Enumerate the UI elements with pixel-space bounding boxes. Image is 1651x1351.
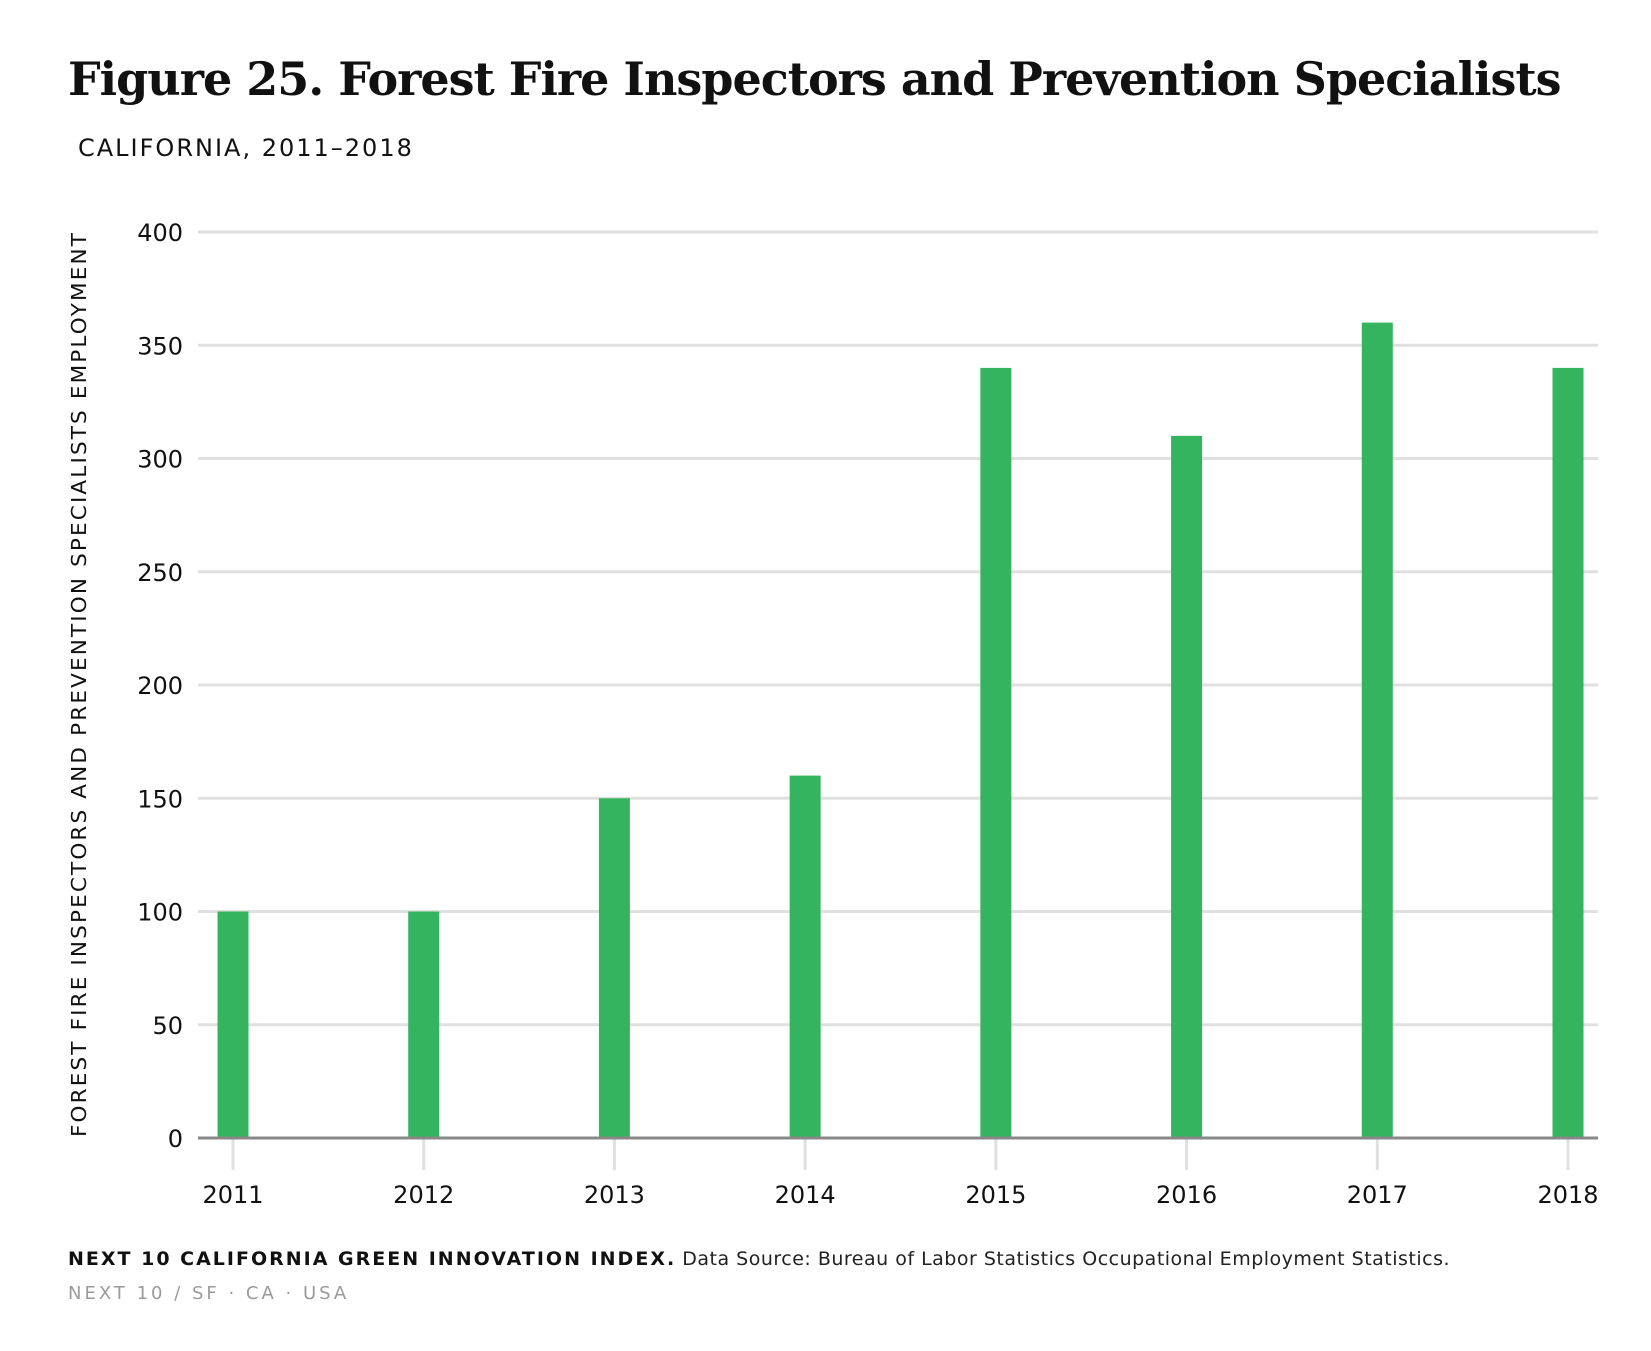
y-tick-label: 0 xyxy=(168,1125,183,1153)
x-tick-label: 2014 xyxy=(775,1181,836,1209)
y-tick-label: 150 xyxy=(137,785,183,813)
x-tick-label: 2017 xyxy=(1347,1181,1408,1209)
y-axis-label: FOREST FIRE INSPECTORS AND PREVENTION SP… xyxy=(67,231,91,1137)
y-tick-label: 200 xyxy=(137,672,183,700)
bar-2018 xyxy=(1552,367,1584,1138)
y-axis-ticks: 0 50 100 150 200 250 300 350 400 xyxy=(137,219,183,1153)
source-note: NEXT 10 CALIFORNIA GREEN INNOVATION INDE… xyxy=(68,1248,1450,1270)
bar-2016 xyxy=(1171,435,1203,1139)
source-text: Data Source: Bureau of Labor Statistics … xyxy=(682,1248,1451,1270)
y-tick-label: 50 xyxy=(152,1012,183,1040)
y-tick-label: 250 xyxy=(137,559,183,587)
x-tick-label: 2018 xyxy=(1537,1181,1598,1209)
y-tick-label: 300 xyxy=(137,446,183,474)
bar-2017 xyxy=(1361,322,1393,1139)
y-tick-label: 400 xyxy=(137,219,183,247)
chart-title: Figure 25. Forest Fire Inspectors and Pr… xyxy=(68,52,1562,106)
bars xyxy=(217,322,1584,1139)
bar-2015 xyxy=(980,367,1012,1138)
x-tick-label: 2011 xyxy=(202,1181,263,1209)
brand-line: NEXT 10 / SF · CA · USA xyxy=(68,1283,350,1304)
source-org: NEXT 10 CALIFORNIA GREEN INNOVATION INDE… xyxy=(68,1248,677,1270)
y-tick-label: 100 xyxy=(137,899,183,927)
bar-2012 xyxy=(408,911,440,1138)
x-tick-label: 2015 xyxy=(965,1181,1026,1209)
bar-2013 xyxy=(598,798,630,1138)
x-tick-label: 2013 xyxy=(584,1181,645,1209)
x-tick-label: 2012 xyxy=(393,1181,454,1209)
bar-2011 xyxy=(217,911,249,1138)
chart-subtitle: CALIFORNIA, 2011–2018 xyxy=(78,134,414,162)
bar-2014 xyxy=(789,775,821,1138)
x-axis-ticks: 2011 2012 2013 2014 2015 2016 2017 2018 xyxy=(202,1138,1599,1209)
x-tick-label: 2016 xyxy=(1156,1181,1217,1209)
y-tick-label: 350 xyxy=(137,332,183,360)
